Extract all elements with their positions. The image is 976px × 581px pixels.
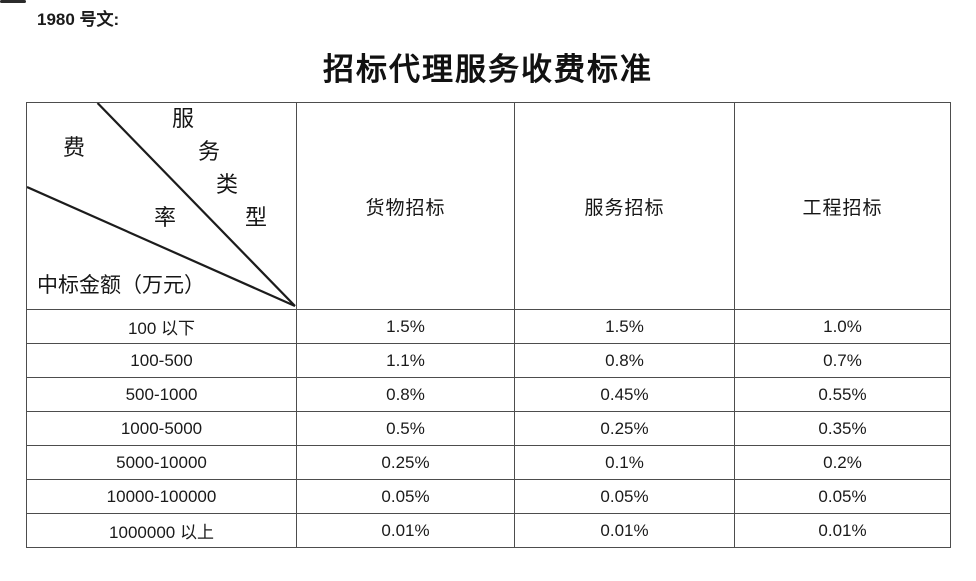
doc-reference: 1980 号文: bbox=[37, 10, 120, 29]
table-cell: 0.05% bbox=[296, 479, 515, 514]
table-cell: 0.8% bbox=[296, 377, 515, 412]
amount-axis-label: 中标金额（万元） bbox=[37, 273, 205, 297]
scan-artifact-line bbox=[0, 0, 26, 3]
table-cell: 0.45% bbox=[514, 377, 735, 412]
table-cell: 0.35% bbox=[734, 411, 951, 446]
corner-fee-char-1: 费 bbox=[63, 136, 86, 161]
header-row: 费 服 务 类 型 率 中标金额（万元） 货物招标 服务招标 工程招标 bbox=[26, 102, 951, 310]
column-header-services: 服务招标 bbox=[514, 102, 735, 310]
row-label: 1000-5000 bbox=[26, 411, 297, 446]
column-header-engineering: 工程招标 bbox=[734, 102, 951, 310]
table-cell: 0.1% bbox=[514, 445, 735, 480]
table-row: 1000-5000 0.5% 0.25% 0.35% bbox=[26, 411, 951, 446]
table-cell: 0.25% bbox=[296, 445, 515, 480]
corner-type-char-2: 务 bbox=[198, 140, 221, 165]
table-cell: 0.2% bbox=[734, 445, 951, 480]
table-cell: 0.01% bbox=[514, 513, 735, 548]
diagonal-corner-cell: 费 服 务 类 型 率 中标金额（万元） bbox=[26, 102, 297, 310]
row-label: 100 以下 bbox=[26, 309, 297, 344]
table-cell: 0.01% bbox=[296, 513, 515, 548]
table-cell: 0.5% bbox=[296, 411, 515, 446]
page-title: 招标代理服务收费标准 bbox=[323, 52, 653, 88]
table-cell: 1.5% bbox=[514, 309, 735, 344]
corner-type-char-4: 型 bbox=[245, 206, 268, 231]
corner-type-char-1: 服 bbox=[172, 107, 195, 132]
table-row: 5000-10000 0.25% 0.1% 0.2% bbox=[26, 445, 951, 480]
table-cell: 1.0% bbox=[734, 309, 951, 344]
table-cell: 0.01% bbox=[734, 513, 951, 548]
row-label: 500-1000 bbox=[26, 377, 297, 412]
table-cell: 0.55% bbox=[734, 377, 951, 412]
table-cell: 0.8% bbox=[514, 343, 735, 378]
table-row: 100 以下 1.5% 1.5% 1.0% bbox=[26, 309, 951, 344]
corner-type-char-3: 类 bbox=[216, 173, 239, 198]
table-row: 100-500 1.1% 0.8% 0.7% bbox=[26, 343, 951, 378]
table-row: 1000000 以上 0.01% 0.01% 0.01% bbox=[26, 513, 951, 548]
table-cell: 0.25% bbox=[514, 411, 735, 446]
table-row: 10000-100000 0.05% 0.05% 0.05% bbox=[26, 479, 951, 514]
table-cell: 1.5% bbox=[296, 309, 515, 344]
table-row: 500-1000 0.8% 0.45% 0.55% bbox=[26, 377, 951, 412]
diagonal-divider-lines bbox=[27, 103, 296, 308]
table-cell: 0.05% bbox=[514, 479, 735, 514]
table-cell: 1.1% bbox=[296, 343, 515, 378]
table-cell: 0.7% bbox=[734, 343, 951, 378]
row-label: 100-500 bbox=[26, 343, 297, 378]
row-label: 1000000 以上 bbox=[26, 513, 297, 548]
column-header-goods: 货物招标 bbox=[296, 102, 515, 310]
row-label: 10000-100000 bbox=[26, 479, 297, 514]
row-label: 5000-10000 bbox=[26, 445, 297, 480]
fee-table: 费 服 务 类 型 率 中标金额（万元） 货物招标 服务招标 工程招标 100 … bbox=[26, 102, 951, 548]
table-cell: 0.05% bbox=[734, 479, 951, 514]
corner-fee-char-2: 率 bbox=[154, 206, 177, 231]
